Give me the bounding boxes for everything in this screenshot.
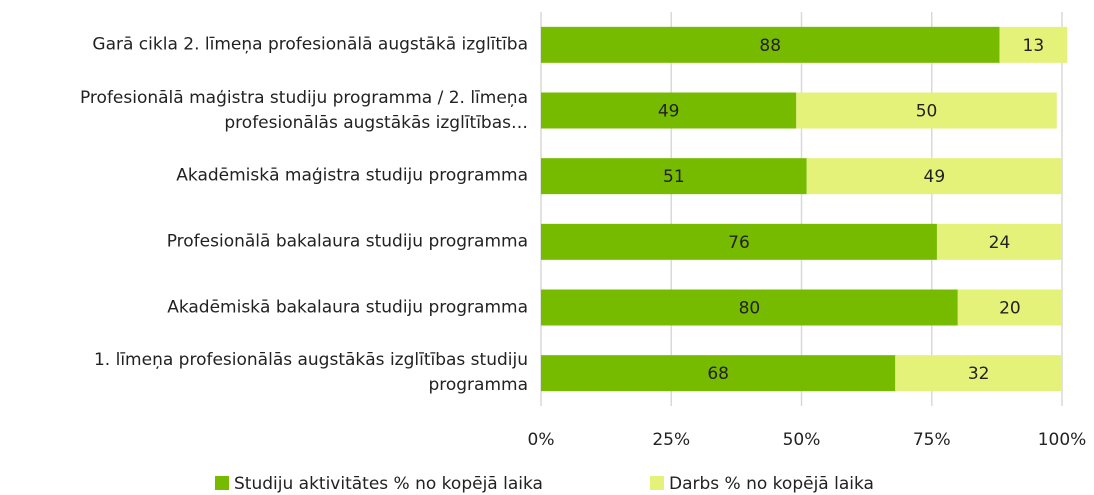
y-tick-label: 1. līmeņa profesionālās augstākās izglīt… xyxy=(93,350,528,396)
y-tick-label: Garā cikla 2. līmeņa profesionālā augstā… xyxy=(92,34,528,55)
x-tick-label: 75% xyxy=(913,430,951,450)
y-tick-label: Akadēmiskā bakalaura studiju programma xyxy=(167,297,528,317)
data-label: 32 xyxy=(968,364,990,384)
bar xyxy=(895,355,1062,392)
legend-swatch xyxy=(215,476,229,490)
x-tick-label: 25% xyxy=(652,430,690,450)
data-label: 13 xyxy=(1023,36,1045,56)
data-label: 88 xyxy=(759,36,781,56)
data-label: 49 xyxy=(658,102,680,122)
x-tick-label: 50% xyxy=(783,430,821,450)
bar xyxy=(796,92,1057,129)
x-tick-label: 0% xyxy=(528,430,555,450)
legend-swatch xyxy=(650,476,664,490)
bar xyxy=(541,355,896,392)
data-label: 51 xyxy=(663,167,685,187)
data-label: 80 xyxy=(739,299,761,319)
bar xyxy=(541,289,958,326)
bar xyxy=(541,26,1000,63)
data-label: 24 xyxy=(989,233,1011,253)
bar xyxy=(541,92,797,129)
legend-label: Darbs % no kopējā laika xyxy=(669,474,874,494)
y-tick-label: Profesionālā bakalaura studiju programma xyxy=(166,231,528,252)
x-tick-label: 100% xyxy=(1038,430,1087,450)
bar xyxy=(541,158,807,195)
data-label: 20 xyxy=(999,299,1021,319)
bar xyxy=(936,223,1062,260)
bar xyxy=(541,223,937,260)
data-label: 68 xyxy=(707,364,729,384)
legend-label: Studiju aktivitātes % no kopējā laika xyxy=(234,474,543,494)
bar xyxy=(999,26,1068,63)
data-label: 49 xyxy=(924,167,946,187)
y-tick-label: Akadēmiskā maģistra studiju programma xyxy=(176,165,528,186)
bar xyxy=(806,158,1062,195)
data-label: 50 xyxy=(916,102,938,122)
y-tick-label: Profesionālā maģistra studiju programma … xyxy=(79,87,528,133)
bar xyxy=(957,289,1062,326)
data-label: 76 xyxy=(728,233,750,253)
